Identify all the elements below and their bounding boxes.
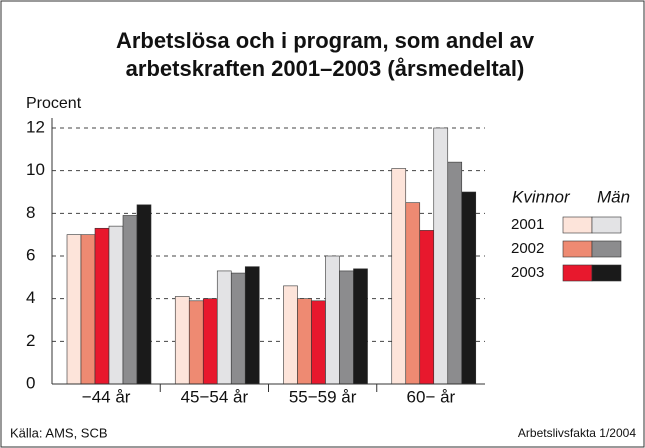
- legend-swatch: [591, 240, 622, 258]
- bar: [80, 234, 96, 385]
- bar: [283, 285, 298, 385]
- bar: [202, 298, 218, 385]
- x-tick-label: −44 år: [82, 387, 131, 406]
- bar: [244, 266, 260, 385]
- bar: [353, 268, 368, 385]
- legend-swatch: [562, 264, 593, 282]
- y-tick-label: 4: [26, 288, 35, 307]
- legend-swatch: [591, 264, 622, 282]
- legend-swatch: [562, 216, 593, 234]
- bar: [94, 227, 110, 385]
- legend-swatch: [591, 216, 622, 234]
- x-tick-label: 55−59 år: [289, 387, 357, 406]
- legend-header: Män: [597, 187, 630, 206]
- bar: [297, 298, 312, 385]
- x-tick-label: 60− år: [407, 387, 456, 406]
- bar: [311, 300, 326, 385]
- bar: [447, 161, 463, 385]
- y-tick-label: 10: [26, 160, 45, 179]
- bar: [230, 272, 246, 385]
- y-tick-label: 6: [26, 245, 35, 264]
- legend-label: 2001: [511, 216, 544, 233]
- legend-swatch: [562, 240, 593, 258]
- x-tick-label: 45−54 år: [181, 387, 249, 406]
- chart-title: arbetskraften 2001–2003 (årsmedeltal): [126, 56, 525, 81]
- legend-label: 2003: [511, 264, 544, 281]
- bar: [216, 270, 232, 385]
- bar: [174, 296, 190, 385]
- bar: [136, 204, 152, 385]
- legend-header: Kvinnor: [512, 187, 571, 206]
- bar: [188, 300, 204, 385]
- chart-title: Arbetslösa och i program, som andel av: [116, 28, 535, 53]
- credit: Arbetslivsfakta 1/2004: [518, 426, 636, 440]
- y-tick-label: 12: [26, 117, 45, 136]
- y-tick-label: 0: [26, 373, 35, 392]
- bar: [461, 191, 477, 385]
- source: Källa: AMS, SCB: [10, 425, 108, 440]
- bar: [339, 270, 354, 385]
- bar: [66, 234, 82, 385]
- bar: [433, 127, 449, 385]
- y-tick-label: 2: [26, 331, 35, 350]
- bar: [325, 255, 340, 385]
- y-tick-label: 8: [26, 203, 35, 222]
- bar: [405, 202, 421, 385]
- bar: [122, 215, 138, 385]
- bar: [108, 225, 124, 385]
- legend-label: 2002: [511, 240, 544, 257]
- bar: [391, 168, 407, 385]
- y-axis-label: Procent: [26, 95, 82, 112]
- bar: [419, 230, 435, 385]
